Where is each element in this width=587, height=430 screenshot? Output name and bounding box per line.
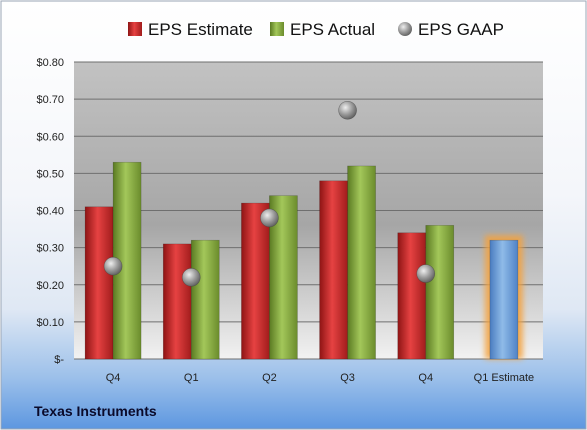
x-tick-label: Q4 [418,372,433,384]
eps-gaap-marker [260,208,279,228]
eps-estimate-legend-label: EPS Estimate [148,20,253,39]
y-tick-label: $0.40 [36,206,64,218]
x-tick-label: Q2 [262,372,277,384]
bars [84,161,523,360]
y-tick-label: $0.50 [36,168,64,180]
eps-actual-bar [190,239,220,360]
eps-estimate-bar [319,180,348,360]
eps-estimate-bar [241,202,270,360]
eps-gaap-marker [416,264,436,283]
y-axis-ticks: $- $0.10 $0.20 $0.30 $0.40 $0.50 $0.60 $0.70 $0.… [36,57,64,366]
eps-gaap-marker [103,256,123,276]
x-tick-label: Q1 Estimate [474,372,535,384]
company-name: Texas Instruments [34,403,157,419]
q1-estimate-bar [489,239,519,360]
gaap-markers [103,100,436,287]
eps-estimate-bar [84,206,114,360]
eps-estimate-bar [162,243,192,360]
gridlines [74,61,543,360]
y-tick-label: $0.30 [36,243,64,255]
y-tick-label: $0.10 [36,317,64,329]
x-tick-label: Q4 [106,372,121,384]
y-tick-label: $0.60 [36,131,64,143]
eps-gaap-legend-label: EPS GAAP [418,20,504,39]
eps-actual-bar [425,225,455,360]
x-tick-label: Q3 [340,372,355,384]
y-tick-label: $0.80 [36,57,64,69]
eps-estimate-legend-swatch [128,22,142,36]
eps-actual-legend-label: EPS Actual [290,20,375,39]
y-tick-label: $0.70 [36,94,64,106]
eps-gaap-marker [181,268,201,287]
legend: EPS Estimate EPS Actual EPS GAAP [128,20,504,39]
x-tick-label: Q1 [184,372,199,384]
x-axis-ticks: Q4 Q1 Q2 Q3 Q4 Q1 Estimate [106,372,534,384]
eps-actual-bar [347,165,376,360]
eps-actual-legend-swatch [270,22,284,36]
eps-gaap-marker [338,100,357,120]
eps-gaap-legend-swatch [398,22,412,36]
y-tick-label: $0.20 [36,280,64,292]
y-tick-label: $- [54,354,64,366]
eps-estimate-bar [397,232,427,360]
